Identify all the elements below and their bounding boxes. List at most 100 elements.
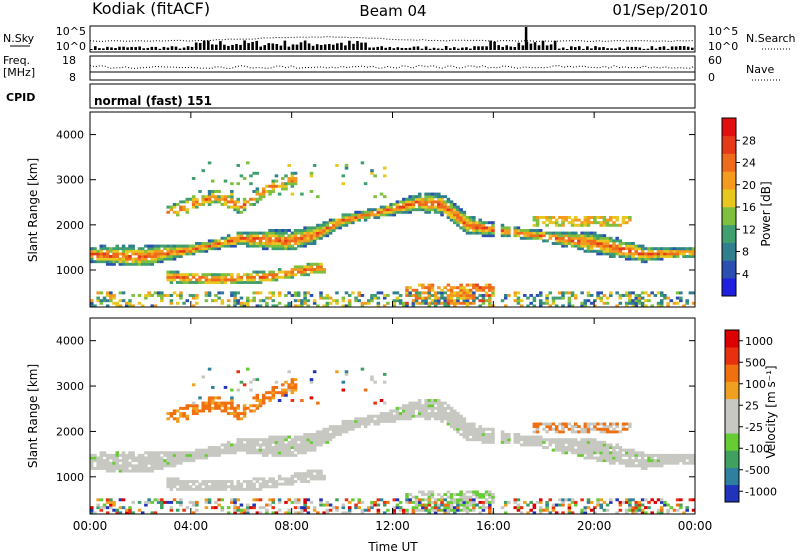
power-cell xyxy=(615,236,619,240)
power-cell xyxy=(453,218,457,222)
velocity-cell xyxy=(379,412,384,416)
power-cell xyxy=(631,301,635,305)
power-cell xyxy=(316,223,320,227)
velocity-cell xyxy=(472,498,476,502)
power-cell xyxy=(296,231,301,235)
power-cell xyxy=(430,205,435,209)
velocity-cell xyxy=(306,480,311,483)
velocity-cell xyxy=(150,459,155,463)
velocity-cell xyxy=(532,511,537,515)
power-cell xyxy=(605,223,610,227)
power-cell xyxy=(370,294,374,297)
power-cell xyxy=(316,226,320,230)
velocity-cell xyxy=(411,401,416,405)
nsky-bar xyxy=(150,46,154,50)
colorbar-swatch xyxy=(722,207,736,226)
power-cell xyxy=(417,192,422,196)
power-cell xyxy=(246,242,250,245)
velocity-cell xyxy=(462,417,467,421)
power-cell xyxy=(309,242,314,245)
velocity-cell xyxy=(265,396,269,400)
velocity-cell xyxy=(519,438,524,442)
power-cell xyxy=(223,278,228,282)
velocity-cell xyxy=(153,459,158,463)
power-cell xyxy=(574,231,578,235)
velocity-cell xyxy=(609,425,613,429)
power-cell xyxy=(312,164,317,167)
power-cell xyxy=(554,223,559,227)
power-cell xyxy=(341,213,346,217)
velocity-cell xyxy=(303,432,307,436)
power-cell xyxy=(319,265,323,269)
velocity-cell xyxy=(191,459,196,463)
velocity-cell xyxy=(688,453,693,457)
power-cell xyxy=(255,291,260,295)
power-cell xyxy=(446,283,451,287)
power-cell xyxy=(160,249,164,253)
power-cell xyxy=(233,203,237,206)
power-cell xyxy=(411,208,416,212)
velocity-cell xyxy=(545,425,549,429)
velocity-cell xyxy=(160,498,164,502)
velocity-cell xyxy=(217,482,221,486)
nsky-bar xyxy=(557,48,561,50)
velocity-cell xyxy=(312,469,317,473)
velocity-cell xyxy=(258,401,263,405)
power-cell xyxy=(316,236,320,240)
power-cell xyxy=(325,223,330,227)
velocity-cell xyxy=(427,406,432,410)
nsky-bar xyxy=(194,42,198,50)
nsky-bar xyxy=(396,47,400,50)
power-cell xyxy=(659,304,664,308)
power-cell xyxy=(465,296,470,300)
velocity-cell xyxy=(488,500,492,504)
velocity-cell xyxy=(328,508,333,512)
power-cell xyxy=(433,301,438,305)
velocity-cell xyxy=(175,482,180,486)
velocity-cell xyxy=(211,448,215,452)
velocity-cell xyxy=(691,459,696,463)
velocity-cell xyxy=(456,419,460,423)
velocity-cell xyxy=(249,380,253,384)
power-cell xyxy=(561,236,565,240)
velocity-cell xyxy=(574,430,578,434)
power-cell xyxy=(115,249,119,253)
velocity-cell xyxy=(411,495,416,499)
power-cell xyxy=(293,171,298,175)
velocity-cell xyxy=(631,451,635,455)
power-cell xyxy=(484,226,489,230)
velocity-cell xyxy=(382,414,387,418)
velocity-cell xyxy=(338,432,342,436)
velocity-cell xyxy=(102,506,107,510)
power-cell xyxy=(599,247,603,251)
power-cell xyxy=(252,197,256,201)
power-cell xyxy=(271,239,276,243)
power-cell xyxy=(583,218,588,222)
velocity-cell xyxy=(609,443,613,447)
power-cell xyxy=(554,221,559,225)
power-cell xyxy=(303,265,307,269)
velocity-cell xyxy=(596,443,600,447)
velocity-cell xyxy=(558,430,562,434)
velocity-cell xyxy=(277,443,282,447)
power-cell xyxy=(198,242,202,245)
velocity-cell xyxy=(274,380,279,384)
power-cell xyxy=(309,234,314,238)
velocity-cell xyxy=(102,464,107,468)
velocity-cell xyxy=(281,448,285,452)
velocity-cell xyxy=(309,474,314,478)
velocity-cell xyxy=(589,427,594,431)
velocity-cell xyxy=(634,508,639,512)
power-cell xyxy=(166,273,170,277)
nsky-bar xyxy=(126,47,129,50)
power-cell xyxy=(558,234,562,238)
velocity-cell xyxy=(427,493,432,497)
power-cell xyxy=(446,208,451,212)
velocity-cell xyxy=(430,500,435,504)
velocity-cell xyxy=(325,500,330,504)
velocity-cell xyxy=(303,443,307,447)
velocity-cell xyxy=(424,498,428,502)
power-cell xyxy=(252,231,256,235)
power-cell xyxy=(577,218,581,222)
